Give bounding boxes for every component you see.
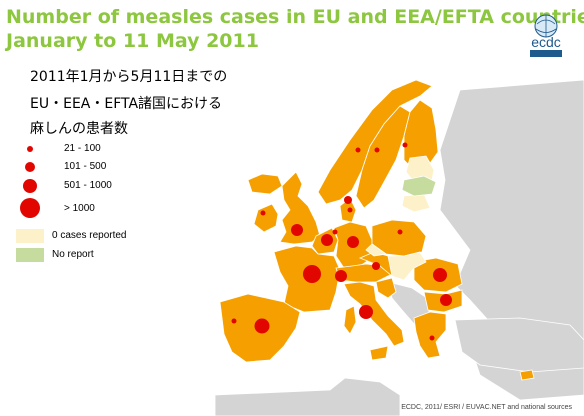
sicily [369, 345, 389, 361]
north-africa [214, 377, 401, 416]
case-dot-italy [359, 305, 373, 319]
case-dot-spain [254, 318, 270, 334]
case-dot-switzerland [335, 270, 347, 282]
legend-label: No report [52, 249, 94, 260]
legend-label: 21 - 100 [64, 143, 101, 154]
legend-label: 501 - 1000 [64, 180, 112, 191]
legend-swatch-zero [16, 229, 44, 243]
zero-cases-central [387, 251, 427, 281]
sweden [355, 105, 411, 209]
case-dot-belgium [321, 234, 333, 246]
uk [279, 171, 321, 245]
sardinia-corsica [343, 305, 357, 335]
legend-label: 0 cases reported [52, 230, 127, 241]
case-dot-france [303, 265, 321, 283]
map-subtitle: January to 11 May 2011 [6, 30, 259, 52]
case-dot-uk [291, 224, 303, 236]
source-credit: ECDC, 2011/ ESRI / EUVAC.NET and nationa… [401, 404, 572, 411]
slovenia-croatia [375, 277, 397, 299]
case-dot-netherlands [332, 229, 338, 235]
legend-dot-small [27, 146, 33, 152]
legend-label: > 1000 [64, 203, 95, 214]
legend-swatch-no-report [16, 248, 44, 262]
case-dot-denmark-2 [347, 207, 353, 213]
case-dot-sweden [374, 147, 380, 153]
map-land [214, 79, 584, 416]
case-dot-romania [433, 268, 447, 282]
legend-dot-large [23, 179, 37, 193]
case-dot-austria [372, 262, 380, 270]
case-dot-portugal [231, 318, 237, 324]
caption-line-2: EU・EEA・EFTA諸国における [30, 96, 223, 112]
zero-cases-slovakia [365, 243, 388, 257]
cyprus [519, 369, 535, 381]
ecdc-logo-text: ecdc [531, 34, 561, 50]
turkey [454, 317, 584, 373]
legend-label: 101 - 500 [64, 161, 107, 172]
caption-line-1: 2011年1月から5月11日までの [30, 69, 228, 85]
zero-cases-lithuania [401, 193, 431, 213]
case-dot-germany [347, 236, 359, 248]
case-dot-iceland [260, 210, 266, 216]
case-dot-poland [397, 229, 403, 235]
case-dot-denmark [344, 196, 352, 204]
case-dot-bulgaria [440, 294, 452, 306]
map-title: Number of measles cases in EU and EEA/EF… [6, 6, 584, 28]
ireland [253, 203, 279, 233]
legend-dot-medium [25, 162, 35, 172]
italy [343, 281, 405, 347]
case-dot-norway [355, 147, 361, 153]
legend-dot-xlarge [20, 198, 40, 218]
ecdc-globe-icon [530, 14, 562, 57]
caption-line-3: 麻しんの患者数 [30, 121, 128, 137]
case-dot-finland [402, 142, 408, 148]
no-report-latvia [401, 175, 437, 197]
norway [317, 79, 433, 205]
iceland [247, 173, 283, 195]
case-dot-greece [429, 335, 435, 341]
greece [413, 311, 447, 359]
ecdc-logo: ecdc [518, 12, 574, 60]
non-member-land [439, 79, 584, 401]
case-dots [231, 142, 452, 341]
